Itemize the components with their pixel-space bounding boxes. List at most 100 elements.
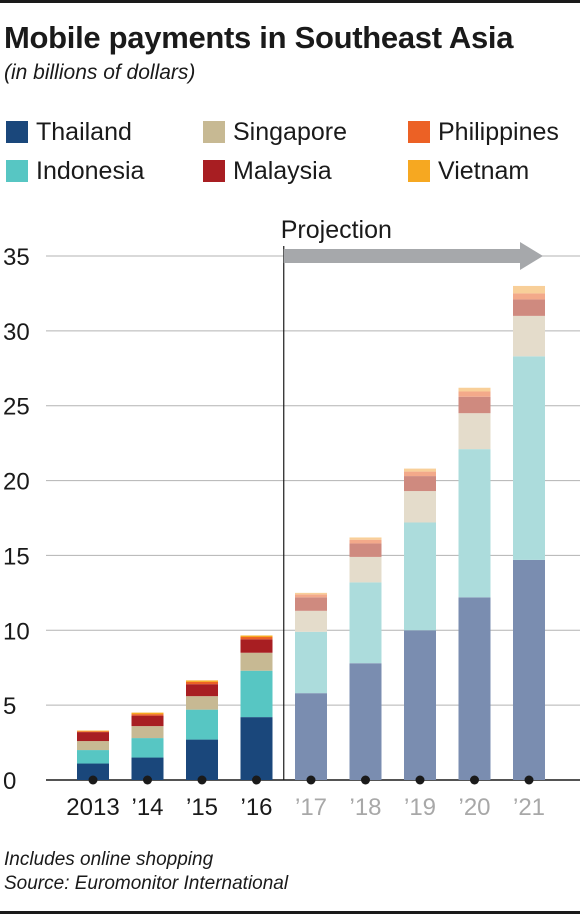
x-tick-label: ’14 (131, 794, 163, 821)
x-tick-label: ’19 (404, 794, 436, 821)
x-tick-label: ’20 (458, 794, 490, 821)
legend-label-singapore: Singapore (233, 117, 347, 146)
bar-segment-vietnam (404, 468, 436, 472)
bar-segment-thailand (240, 717, 273, 780)
x-tick-label: ’16 (240, 794, 272, 821)
legend-swatch-singapore (203, 121, 225, 143)
bar-segment-malaysia (186, 684, 218, 697)
legend-item-malaysia: Malaysia (203, 156, 332, 186)
legend-item-vietnam: Vietnam (408, 156, 529, 186)
bar-segment-thailand (458, 597, 491, 780)
bar-segment-vietnam (240, 635, 273, 638)
bar-segment-thailand (295, 693, 327, 780)
x-tick-label: ’18 (349, 794, 381, 821)
bar-segment-singapore (240, 652, 273, 671)
bar-segment-indonesia (77, 750, 109, 764)
bar-segment-thailand (404, 630, 436, 780)
chart-subtitle: (in billions of dollars) (4, 61, 196, 84)
bar-segment-thailand (77, 763, 109, 780)
bar-segment-singapore (349, 556, 382, 583)
bar-segment-indonesia (131, 738, 164, 758)
bar-segment-philippines (458, 391, 491, 397)
bar-segment-philippines (295, 594, 327, 598)
bar-segment-vietnam (349, 537, 382, 540)
bar-segment-thailand (186, 739, 218, 780)
projection-arrow-head (520, 242, 543, 270)
baseline-dot (524, 775, 534, 785)
bar-segment-vietnam (131, 712, 164, 715)
bar-segment-thailand (131, 757, 164, 780)
legend-label-thailand: Thailand (36, 117, 132, 146)
legend-item-singapore: Singapore (203, 117, 347, 147)
bar-segment-malaysia (513, 299, 545, 316)
legend-item-indonesia: Indonesia (6, 156, 144, 186)
legend-item-thailand: Thailand (6, 117, 132, 147)
bar-segment-singapore (404, 491, 436, 523)
x-tick-label: 2013 (66, 794, 119, 821)
baseline-dot (361, 775, 370, 785)
bar-segment-indonesia (186, 709, 218, 740)
bar-segment-philippines (513, 293, 545, 300)
bar-segment-thailand (513, 559, 545, 780)
bar-segment-vietnam (295, 592, 327, 595)
bar-segment-philippines (77, 731, 109, 733)
baseline-dot (252, 775, 261, 785)
bar-segment-vietnam (513, 285, 545, 294)
chart-title: Mobile payments in Southeast Asia (4, 20, 514, 55)
projection-label: Projection (281, 216, 392, 244)
legend-label-malaysia: Malaysia (233, 156, 332, 185)
bar-segment-indonesia (458, 449, 491, 598)
bar-segment-indonesia (240, 670, 273, 718)
legend-swatch-vietnam (408, 160, 430, 182)
bar-segment-malaysia (77, 732, 109, 742)
bar-segment-malaysia (404, 476, 436, 492)
bar-segment-singapore (77, 741, 109, 751)
bar-segment-indonesia (295, 631, 327, 694)
bar-segment-indonesia (404, 522, 436, 631)
bar-segment-thailand (349, 663, 382, 780)
y-tick-label: 5 (3, 693, 16, 720)
bar-segment-singapore (513, 315, 545, 357)
legend-swatch-thailand (6, 121, 28, 143)
legend-swatch-indonesia (6, 160, 28, 182)
legend-swatch-malaysia (203, 160, 225, 182)
bar-segment-philippines (131, 714, 164, 716)
bar-segment-indonesia (349, 582, 382, 664)
bar-segment-philippines (404, 471, 436, 477)
bar-segment-singapore (186, 696, 218, 710)
bar-segment-vietnam (77, 730, 109, 732)
y-tick-label: 0 (3, 768, 16, 795)
bar-segment-philippines (349, 539, 382, 544)
x-tick-label: ’21 (513, 794, 545, 821)
bar-segment-philippines (240, 637, 273, 640)
bottom-rule (0, 911, 580, 914)
baseline-dot (197, 775, 207, 785)
bar-segment-singapore (458, 413, 491, 450)
legend-label-indonesia: Indonesia (36, 156, 145, 185)
baseline-dot (143, 775, 152, 785)
legend-item-philippines: Philippines (408, 117, 559, 147)
bar-segment-singapore (295, 610, 327, 632)
footnote-includes: Includes online shopping (4, 849, 214, 870)
legend-swatch-philippines (408, 121, 430, 143)
bar-segment-malaysia (131, 715, 164, 727)
projection-arrow-shaft (283, 249, 520, 263)
baseline-dot (415, 775, 425, 785)
bar-segment-vietnam (458, 387, 491, 392)
y-tick-label: 15 (3, 543, 30, 570)
y-tick-label: 10 (3, 618, 30, 645)
y-tick-label: 20 (3, 469, 30, 496)
legend-label-vietnam: Vietnam (438, 156, 530, 185)
stacked-bar-chart: 0 5 10 15 20 25 30 35 2013 ’14 ’15 ’16 ’17 ’18 ’19 ’20 ’… (3, 216, 580, 821)
bar-segment-vietnam (186, 680, 218, 682)
baseline-dot (470, 775, 479, 785)
bar-segment-malaysia (295, 597, 327, 611)
y-tick-label: 30 (3, 319, 30, 346)
bar-segment-malaysia (240, 639, 273, 653)
bar-segment-philippines (186, 681, 218, 685)
baseline-dot (306, 775, 316, 785)
legend-label-philippines: Philippines (438, 117, 559, 146)
bar-segment-indonesia (513, 356, 545, 560)
footnote-source: Source: Euromonitor International (4, 873, 289, 894)
bar-segment-malaysia (349, 543, 382, 557)
